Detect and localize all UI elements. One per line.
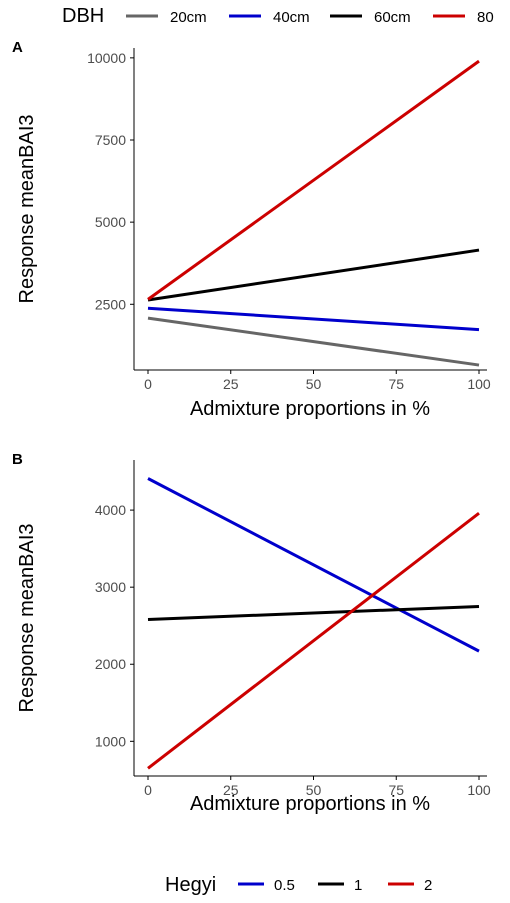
legend-hegyi-label-0.5: 0.5 [274,877,295,894]
panel-b-y-tick-label: 2000 [95,656,126,672]
panel-b-letter: B [12,451,23,468]
panel-a-y-tick-label: 10000 [87,50,126,66]
panel-a-x-label: Admixture proportions in % [190,398,430,420]
panel-a-x-tick-label: 75 [388,376,404,392]
panel-a-x-tick-label: 100 [467,376,491,392]
panel-a-y-tick-label: 5000 [95,214,126,230]
panel-b-x-tick-label: 100 [467,782,491,798]
legend-dbh: DBH 20cm 40cm 60cm 80 [62,5,494,27]
panel-a: A 0 25 50 75 100 2500 5000 7500 10000 Admixture … [12,39,491,420]
panel-a-y-tick-label: 2500 [95,296,126,312]
panel-a-series-40cm [147,306,480,332]
panel-a-x-tick-label: 25 [223,376,239,392]
panel-a-y-label: Response meanBAI3 [16,114,38,303]
panel-a-series-20cm [147,316,480,367]
panel-b-series-1 [147,604,480,622]
legend-dbh-label-80: 80 [477,9,494,26]
panel-b-y-label: Response meanBAI3 [16,523,38,712]
panel-b-series-2 [147,511,480,770]
panel-a-y-tick-label: 7500 [95,132,126,148]
panel-b-x-tick-label: 50 [306,782,322,798]
panel-b: B 0 25 50 75 100 1000 2000 3000 4000 Admixture p… [12,451,491,815]
legend-hegyi: Hegyi 0.5 1 2 [165,874,432,896]
panel-a-series-80 [147,59,480,301]
panel-b-x-tick-label: 25 [223,782,239,798]
panel-b-y-tick-label: 3000 [95,579,126,595]
legend-dbh-label-60cm: 60cm [374,9,411,26]
legend-dbh-title: DBH [62,5,104,27]
panel-b-y-tick-label: 1000 [95,733,126,749]
panel-a-x-tick-label: 50 [306,376,322,392]
panel-a-series-60cm [147,248,480,302]
legend-hegyi-label-2: 2 [424,877,432,894]
panel-b-x-tick-label: 0 [144,782,152,798]
panel-a-letter: A [12,39,23,56]
panel-b-x-label: Admixture proportions in % [190,793,430,815]
legend-dbh-label-20cm: 20cm [170,9,207,26]
panel-b-y-tick-label: 4000 [95,502,126,518]
panel-b-x-tick-label: 75 [388,782,404,798]
panel-a-x-tick-label: 0 [144,376,152,392]
legend-hegyi-label-1: 1 [354,877,362,894]
legend-hegyi-title: Hegyi [165,874,216,896]
panel-b-series-0.5 [147,477,480,653]
legend-dbh-label-40cm: 40cm [273,9,310,26]
